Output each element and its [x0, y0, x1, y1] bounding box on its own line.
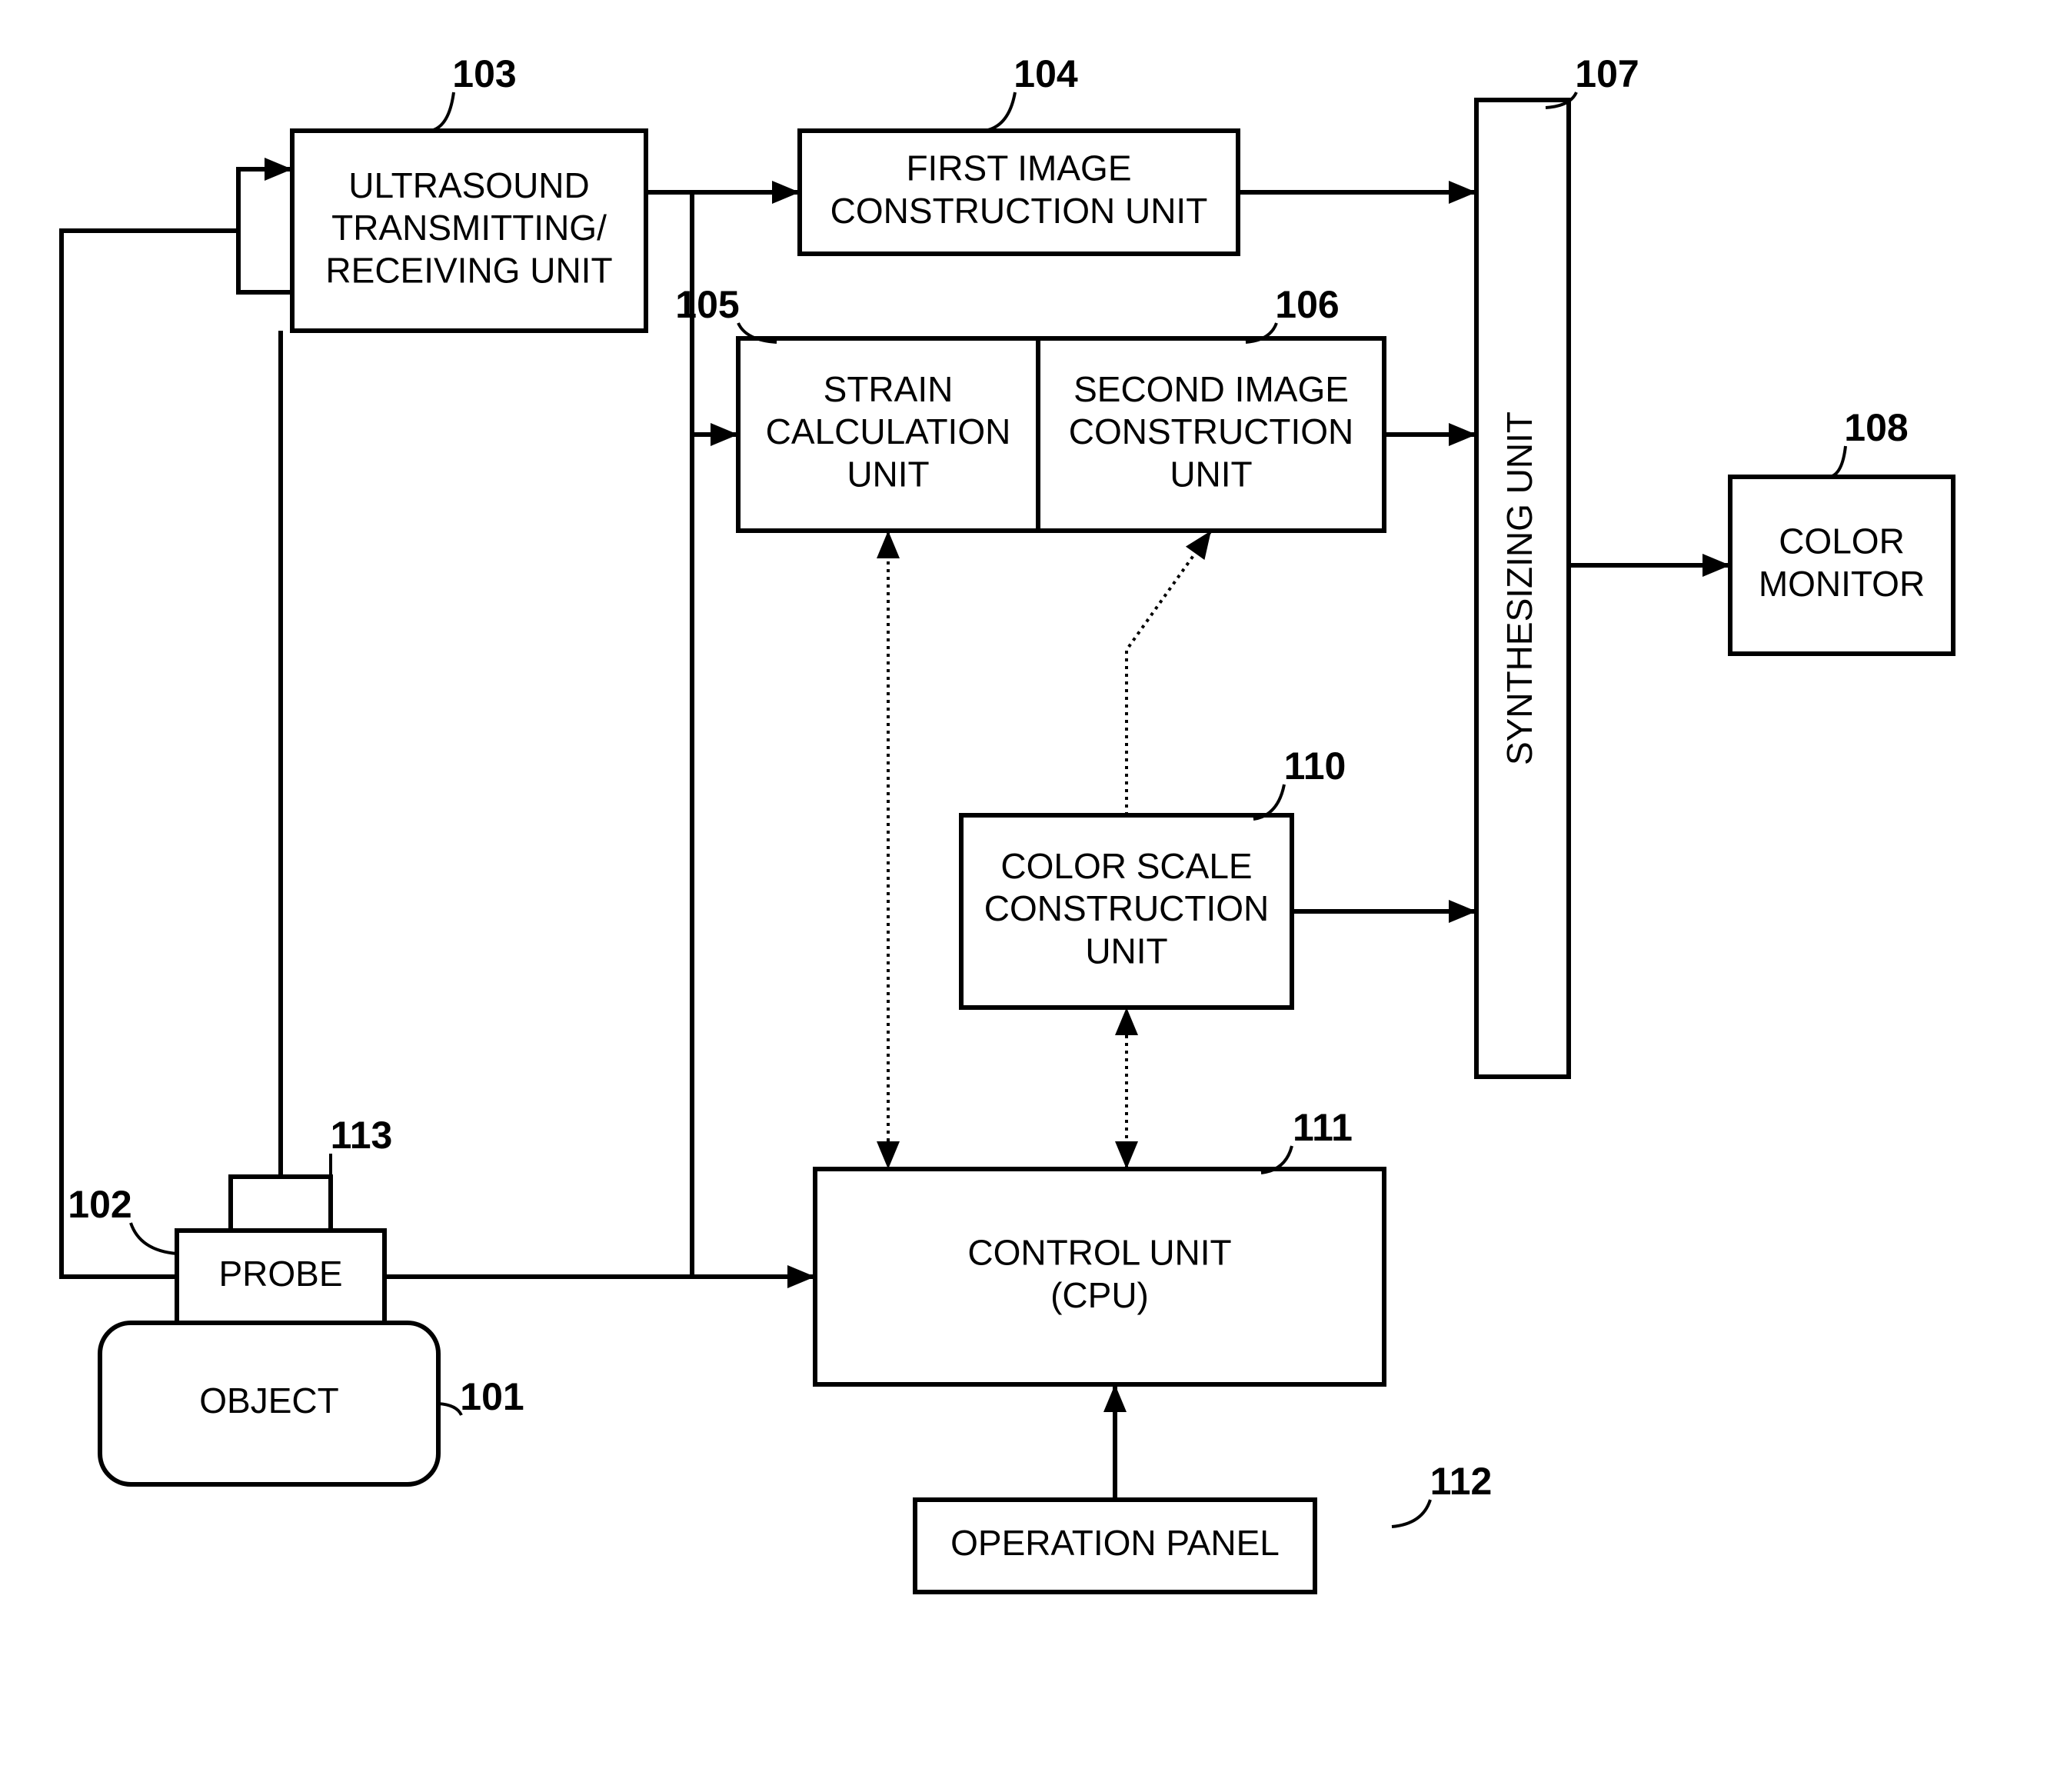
ref-108: 108 [1844, 406, 1908, 449]
label-second-1: CONSTRUCTION [1069, 411, 1354, 451]
ref-107: 107 [1575, 52, 1639, 95]
ref-110: 110 [1284, 744, 1346, 788]
label-synth: SYNTHESIZING UNIT [1499, 411, 1539, 765]
label-colorscale-1: CONSTRUCTION [984, 888, 1270, 928]
connector [238, 231, 292, 292]
ref-lead-102 [131, 1223, 177, 1254]
ref-103: 103 [452, 52, 516, 95]
block-sensor [231, 1177, 331, 1231]
label-probe-0: PROBE [218, 1254, 342, 1294]
ref-112: 112 [1430, 1460, 1493, 1503]
ref-111: 111 [1293, 1106, 1353, 1149]
label-colorscale-2: UNIT [1085, 931, 1167, 971]
label-strain-2: UNIT [847, 454, 929, 494]
label-ultra-0: ULTRASOUND [348, 165, 590, 205]
label-second-2: UNIT [1170, 454, 1252, 494]
ref-113: 113 [331, 1114, 393, 1157]
ref-lead-112 [1392, 1500, 1430, 1527]
ref-lead-103 [431, 92, 454, 131]
ref-104: 104 [1014, 52, 1078, 95]
label-strain-0: STRAIN [824, 369, 954, 409]
ref-lead-101 [438, 1404, 461, 1415]
connector [62, 169, 292, 1277]
ref-lead-108 [1830, 446, 1846, 477]
label-control-1: (CPU) [1050, 1275, 1149, 1315]
ref-105: 105 [675, 283, 739, 326]
label-second-0: SECOND IMAGE [1073, 369, 1349, 409]
ref-106: 106 [1275, 283, 1339, 326]
connector [692, 435, 815, 1277]
label-strain-1: CALCULATION [766, 411, 1011, 451]
ref-lead-104 [984, 92, 1015, 131]
ref-102: 102 [68, 1183, 131, 1226]
label-monitor-1: MONITOR [1759, 564, 1925, 604]
label-first-1: CONSTRUCTION UNIT [830, 191, 1208, 231]
block-diagram: OBJECT PROBE ULTRASOUNDTRANSMITTING/RECEIV… [0, 0, 2047, 1792]
label-colorscale-0: COLOR SCALE [1000, 846, 1252, 886]
connector-dotted [1127, 531, 1211, 815]
label-ultra-1: TRANSMITTING/ [331, 208, 607, 248]
ref-101: 101 [460, 1375, 524, 1418]
label-first-0: FIRST IMAGE [906, 148, 1131, 188]
label-monitor-0: COLOR [1779, 521, 1905, 561]
label-ultra-2: RECEIVING UNIT [325, 250, 612, 290]
label-oppanel-0: OPERATION PANEL [950, 1523, 1280, 1563]
label-object-0: OBJECT [199, 1381, 338, 1421]
label-control-0: CONTROL UNIT [967, 1233, 1231, 1273]
